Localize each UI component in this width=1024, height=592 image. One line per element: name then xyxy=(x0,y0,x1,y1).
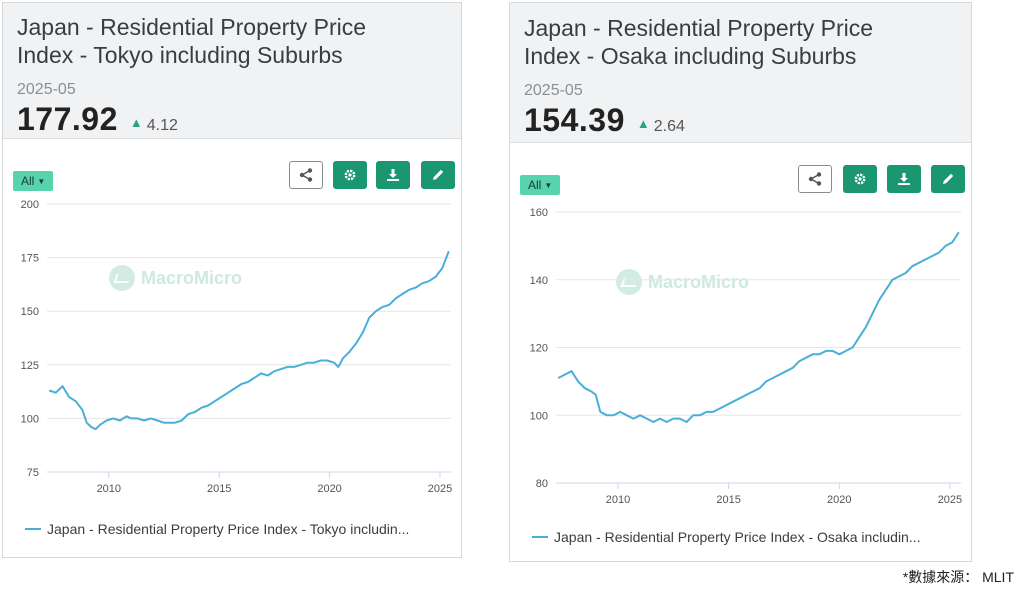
download-icon xyxy=(898,173,910,185)
card-title-line-2: Index - Osaka including Suburbs xyxy=(524,43,857,69)
latest-value: 154.39 xyxy=(524,102,625,138)
chart-card-tokyo: Japan - Residential Property Price Index… xyxy=(2,2,462,558)
y-tick-label: 150 xyxy=(21,306,39,318)
line-chart-osaka: 160 140 120 100 80 2010 2015 2020 2025 xyxy=(530,207,963,506)
latest-value-row: 154.39 ▲ 2.64 xyxy=(524,102,957,139)
legend-label: Japan - Residential Property Price Index… xyxy=(554,529,921,545)
legend-item[interactable]: Japan - Residential Property Price Index… xyxy=(532,529,921,545)
download-icon xyxy=(387,169,399,181)
range-select[interactable]: All ▼ xyxy=(13,171,54,191)
gear-icon xyxy=(854,173,866,185)
edit-icon xyxy=(943,173,954,184)
legend-item[interactable]: Japan - Residential Property Price Index… xyxy=(25,521,409,537)
change-value: 2.64 xyxy=(653,118,685,135)
share-button[interactable] xyxy=(289,161,323,189)
macromicro-logo-icon xyxy=(109,265,135,291)
y-tick-label: 75 xyxy=(27,467,39,479)
y-tick-label: 160 xyxy=(530,207,548,219)
legend-label: Japan - Residential Property Price Index… xyxy=(47,521,410,537)
card-body: All ▼ MacroMicro 200 175 150 125 100 75 2010 201… xyxy=(3,139,461,557)
up-triangle-icon: ▲ xyxy=(129,115,143,130)
y-tick-label: 200 xyxy=(21,199,39,211)
x-tick-label: 2015 xyxy=(716,494,740,506)
latest-value: 177.92 xyxy=(17,101,118,137)
x-tick-label: 2025 xyxy=(428,483,452,495)
legend-swatch xyxy=(532,536,548,538)
edit-button[interactable] xyxy=(931,165,965,193)
download-button[interactable] xyxy=(887,165,921,193)
caret-down-icon: ▼ xyxy=(37,177,46,186)
card-title: Japan - Residential Property Price Index… xyxy=(524,14,957,70)
settings-button[interactable] xyxy=(843,165,877,193)
x-tick-label: 2010 xyxy=(606,494,630,506)
gear-icon xyxy=(344,169,356,181)
x-tick-label: 2025 xyxy=(938,494,962,506)
card-title-line-1: Japan - Residential Property Price xyxy=(17,14,366,40)
y-tick-label: 175 xyxy=(21,253,39,265)
x-tick-label: 2015 xyxy=(207,483,231,495)
edit-icon xyxy=(433,169,444,180)
x-tick-label: 2020 xyxy=(827,494,851,506)
y-tick-label: 120 xyxy=(530,343,548,355)
y-tick-label: 125 xyxy=(21,360,39,372)
change-value: 4.12 xyxy=(146,117,178,134)
range-select-label: All xyxy=(21,174,35,188)
card-header: Japan - Residential Property Price Index… xyxy=(510,3,971,143)
share-icon xyxy=(299,168,313,182)
latest-value-row: 177.92 ▲ 4.12 xyxy=(17,101,447,138)
range-select-label: All xyxy=(528,178,542,192)
card-title: Japan - Residential Property Price Index… xyxy=(17,13,447,69)
x-tick-label: 2010 xyxy=(97,483,121,495)
share-button[interactable] xyxy=(798,165,832,193)
macromicro-logo-icon xyxy=(616,269,642,295)
series-line xyxy=(557,231,960,423)
y-tick-label: 100 xyxy=(21,413,39,425)
up-triangle-icon: ▲ xyxy=(636,116,650,131)
y-tick-label: 140 xyxy=(530,275,548,287)
card-body: All ▼ MacroMicro 160 140 120 100 80 2010 2015 20… xyxy=(510,143,971,561)
watermark-logo: MacroMicro xyxy=(109,265,242,291)
y-tick-label: 100 xyxy=(530,410,548,422)
x-tick-label: 2020 xyxy=(317,483,341,495)
caret-down-icon: ▼ xyxy=(544,181,553,190)
y-tick-label: 80 xyxy=(536,478,548,490)
range-select[interactable]: All ▼ xyxy=(520,175,561,195)
latest-date: 2025-05 xyxy=(524,82,583,99)
watermark-logo: MacroMicro xyxy=(616,269,749,295)
settings-button[interactable] xyxy=(333,161,367,189)
card-title-line-1: Japan - Residential Property Price xyxy=(524,15,873,41)
chart-card-osaka: Japan - Residential Property Price Index… xyxy=(509,2,972,562)
watermark-text: MacroMicro xyxy=(648,271,750,292)
edit-button[interactable] xyxy=(421,161,455,189)
share-icon xyxy=(808,172,822,186)
data-source-note: *數據來源： MLIT xyxy=(902,569,1014,585)
card-header: Japan - Residential Property Price Index… xyxy=(3,3,461,139)
card-title-line-2: Index - Tokyo including Suburbs xyxy=(17,42,343,68)
series-line xyxy=(48,250,450,431)
download-button[interactable] xyxy=(376,161,410,189)
watermark-text: MacroMicro xyxy=(141,267,243,288)
line-chart-tokyo: 200 175 150 125 100 75 2010 2015 2020 2025 xyxy=(21,199,453,495)
legend-swatch xyxy=(25,528,41,530)
latest-date: 2025-05 xyxy=(17,81,76,98)
